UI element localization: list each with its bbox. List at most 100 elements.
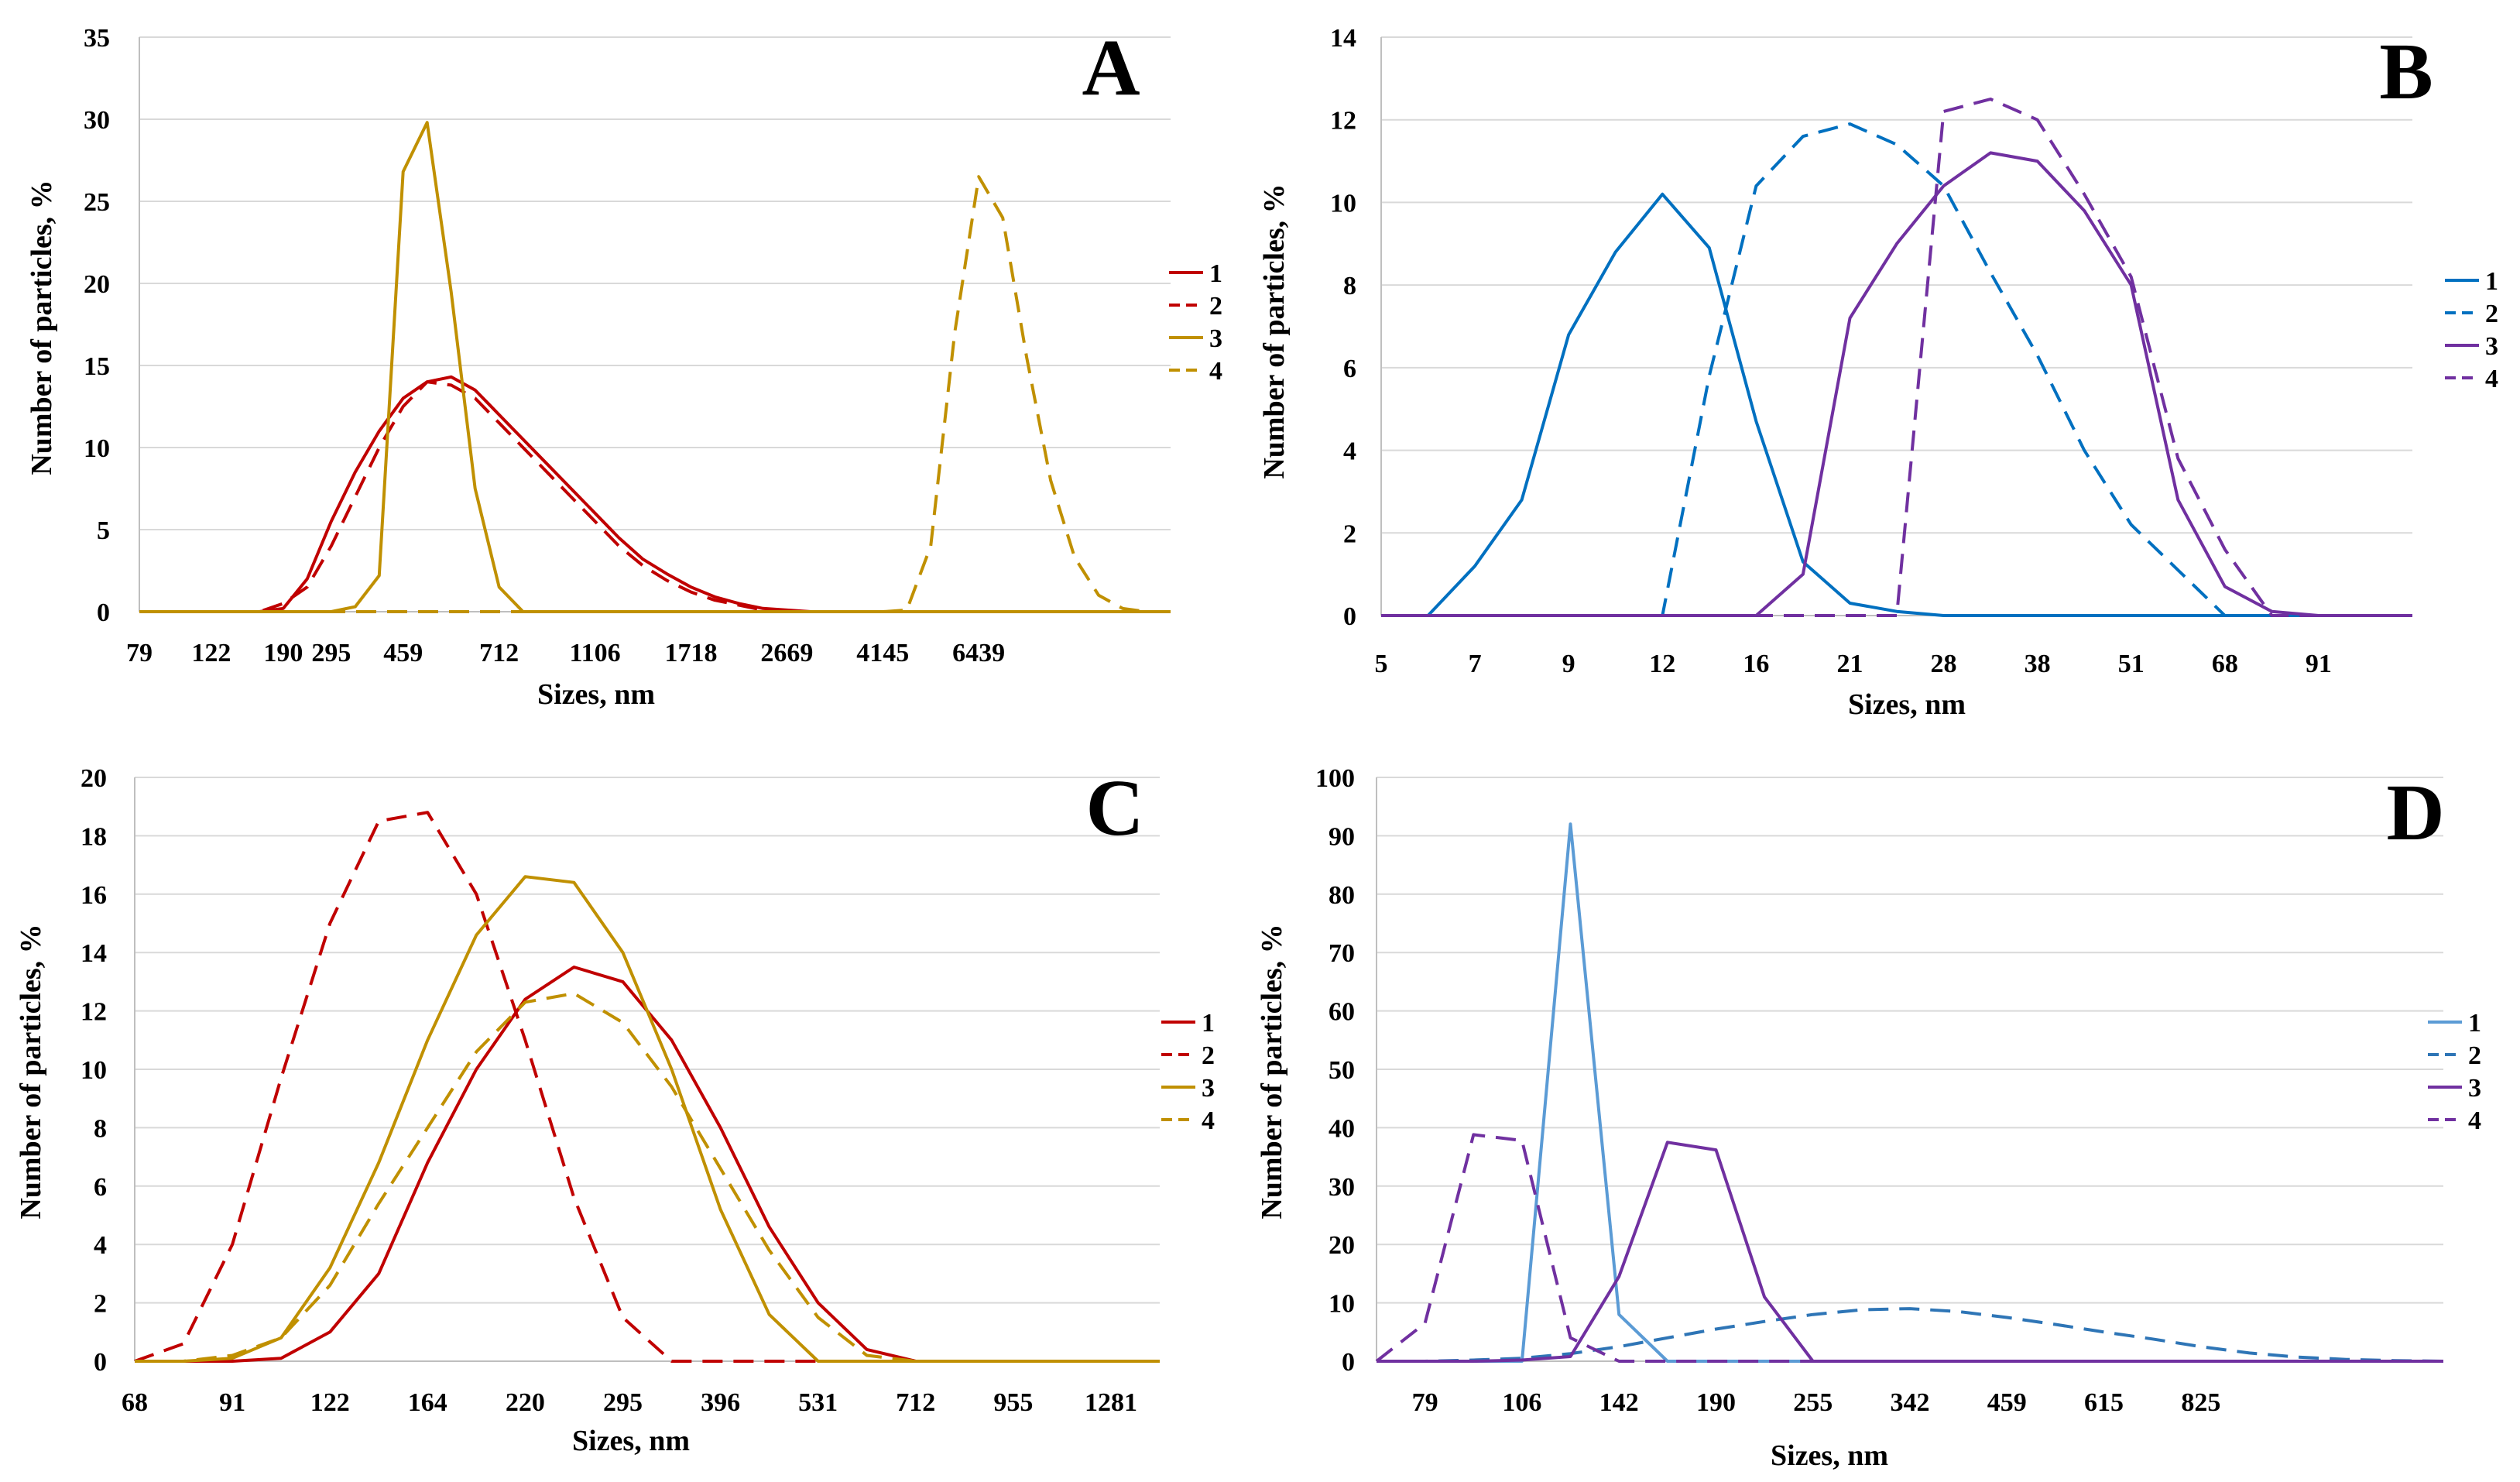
x-axis-title-c: Sizes, nm bbox=[572, 1425, 690, 1457]
chart-panel-a: 0 5 10 15 20 25 30 35 79 122 190 295 459 712 1106 1718… bbox=[26, 23, 1222, 711]
x-tick-label: 955 bbox=[993, 1388, 1033, 1417]
y-tick-label: 2 bbox=[94, 1290, 107, 1319]
series-3-line bbox=[1377, 1141, 2443, 1363]
x-tick-label: 38 bbox=[2025, 650, 2051, 678]
y-tick-label: 0 bbox=[1343, 602, 1356, 631]
y-tick-label: 10 bbox=[84, 434, 110, 463]
x-tick-label: 459 bbox=[1987, 1388, 2027, 1417]
x-tick-label: 190 bbox=[263, 639, 303, 667]
y-tick-label: 25 bbox=[84, 188, 110, 217]
legend-label-2: 2 bbox=[2485, 300, 2498, 328]
series-3-line bbox=[139, 121, 1171, 613]
x-tick-label: 825 bbox=[2181, 1388, 2220, 1417]
x-tick-label: 190 bbox=[1696, 1388, 1736, 1417]
y-tick-label: 12 bbox=[1330, 107, 1356, 136]
x-ticks-b: 5 7 9 12 16 21 28 38 51 68 91 bbox=[1375, 650, 2332, 678]
x-tick-label: 5 bbox=[1375, 650, 1388, 678]
series-2-line bbox=[1377, 1307, 2444, 1363]
legend-label-1: 1 bbox=[2468, 1009, 2481, 1038]
x-axis-title-b: Sizes, nm bbox=[1848, 688, 1966, 721]
legend-d: 1 2 3 4 bbox=[2428, 1009, 2481, 1135]
x-tick-label: 79 bbox=[1412, 1388, 1438, 1417]
y-tick-label: 4 bbox=[94, 1231, 107, 1260]
x-tick-label: 531 bbox=[798, 1388, 838, 1417]
y-axis-title-b: Number of particles, % bbox=[1258, 184, 1291, 479]
y-ticks-a: 0 5 10 15 20 25 30 35 bbox=[84, 24, 110, 627]
x-tick-label: 4145 bbox=[856, 639, 909, 667]
y-ticks-d: 0 10 20 30 40 50 60 70 80 90 100 bbox=[1315, 764, 1355, 1377]
y-tick-label: 0 bbox=[1342, 1348, 1355, 1377]
legend-label-4: 4 bbox=[2468, 1106, 2481, 1135]
gridlines-b bbox=[1380, 36, 2412, 616]
y-tick-label: 20 bbox=[1329, 1231, 1355, 1260]
y-axis-title-d: Number of particles, % bbox=[1256, 924, 1288, 1219]
y-tick-label: 10 bbox=[81, 1056, 107, 1085]
y-tick-label: 0 bbox=[94, 1348, 107, 1377]
series-4-line bbox=[1381, 98, 2412, 617]
x-axis-title-d: Sizes, nm bbox=[1771, 1439, 1888, 1472]
y-tick-label: 8 bbox=[94, 1114, 107, 1143]
panel-label-d: D bbox=[2386, 768, 2444, 857]
y-axis-title-c: Number of particles, % bbox=[15, 924, 47, 1219]
gridlines-c bbox=[134, 777, 1160, 1362]
y-tick-label: 60 bbox=[1329, 998, 1355, 1027]
y-tick-label: 6 bbox=[94, 1173, 107, 1202]
y-tick-label: 30 bbox=[84, 106, 110, 135]
y-tick-label: 20 bbox=[81, 764, 107, 793]
y-tick-label: 90 bbox=[1329, 822, 1355, 851]
y-tick-label: 70 bbox=[1329, 939, 1355, 968]
x-tick-label: 7 bbox=[1469, 650, 1482, 678]
x-tick-label: 16 bbox=[1743, 650, 1769, 678]
legend-label-2: 2 bbox=[2468, 1041, 2481, 1070]
x-tick-label: 295 bbox=[311, 639, 351, 667]
x-tick-label: 615 bbox=[2084, 1388, 2124, 1417]
y-tick-label: 14 bbox=[1330, 24, 1356, 53]
series-4-line bbox=[135, 992, 1160, 1363]
series-4-line bbox=[139, 175, 1171, 613]
gridlines-d bbox=[1376, 777, 2443, 1362]
legend-label-3: 3 bbox=[1202, 1074, 1215, 1103]
y-tick-label: 35 bbox=[84, 24, 110, 53]
x-tick-label: 122 bbox=[191, 639, 231, 667]
y-tick-label: 10 bbox=[1330, 189, 1356, 218]
y-tick-label: 40 bbox=[1329, 1114, 1355, 1143]
x-tick-label: 1281 bbox=[1085, 1388, 1137, 1417]
x-tick-label: 712 bbox=[896, 1388, 935, 1417]
legend-label-3: 3 bbox=[1209, 324, 1222, 353]
y-tick-label: 15 bbox=[84, 352, 110, 381]
y-ticks-b: 0 2 4 6 8 10 12 14 bbox=[1330, 24, 1356, 631]
y-tick-label: 4 bbox=[1343, 437, 1356, 466]
x-axis-title-a: Sizes, nm bbox=[537, 678, 655, 711]
x-tick-label: 68 bbox=[2212, 650, 2238, 678]
x-tick-label: 342 bbox=[1891, 1388, 1930, 1417]
y-ticks-c: 0 2 4 6 8 10 12 14 16 18 20 bbox=[81, 764, 107, 1377]
y-tick-label: 50 bbox=[1329, 1056, 1355, 1085]
x-tick-label: 68 bbox=[122, 1388, 148, 1417]
legend-label-4: 4 bbox=[2485, 365, 2498, 393]
y-tick-label: 30 bbox=[1329, 1173, 1355, 1202]
series-1-line bbox=[1377, 822, 2443, 1363]
x-tick-label: 12 bbox=[1649, 650, 1675, 678]
y-tick-label: 6 bbox=[1343, 355, 1356, 383]
legend-label-1: 1 bbox=[1209, 259, 1222, 288]
x-ticks-a: 79 122 190 295 459 712 1106 1718 2669 4145 6439 bbox=[126, 639, 1005, 667]
x-tick-label: 142 bbox=[1599, 1388, 1639, 1417]
x-tick-label: 106 bbox=[1502, 1388, 1541, 1417]
series-lines-d bbox=[1375, 822, 2444, 1363]
x-tick-label: 255 bbox=[1793, 1388, 1833, 1417]
x-ticks-c: 68 91 122 164 220 295 396 531 712 955 1281 bbox=[122, 1388, 1137, 1417]
legend-b: 1 2 3 4 bbox=[2445, 267, 2498, 393]
x-tick-label: 712 bbox=[479, 639, 519, 667]
x-tick-label: 122 bbox=[310, 1388, 350, 1417]
y-tick-label: 18 bbox=[81, 822, 107, 851]
legend-label-2: 2 bbox=[1209, 292, 1222, 321]
x-tick-label: 79 bbox=[126, 639, 153, 667]
x-tick-label: 6439 bbox=[952, 639, 1005, 667]
panel-label-a: A bbox=[1082, 23, 1140, 112]
series-1-line bbox=[139, 375, 1171, 613]
series-lines-c bbox=[134, 811, 1160, 1363]
y-tick-label: 5 bbox=[97, 516, 110, 545]
